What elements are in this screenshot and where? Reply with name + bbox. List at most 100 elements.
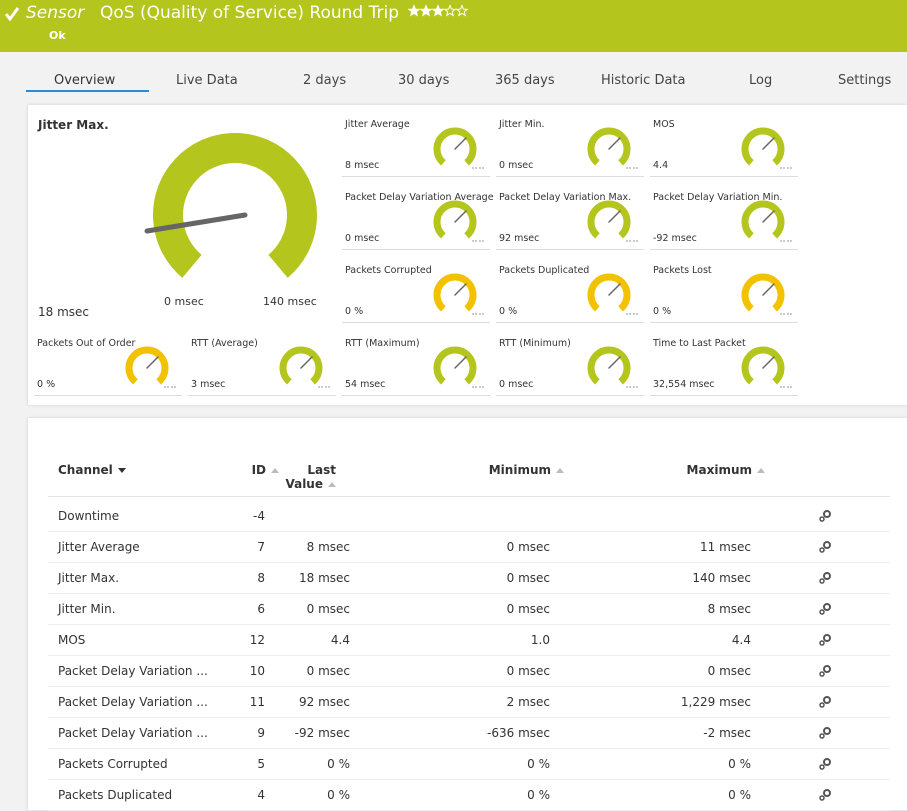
star [408, 4, 421, 17]
tab[interactable]: Settings [838, 73, 892, 88]
row-divider [48, 655, 890, 656]
table-divider [48, 496, 890, 497]
gauge-needle [300, 356, 313, 369]
column-header[interactable]: Maximum [687, 463, 765, 477]
star [455, 4, 469, 17]
gauge-min: 0 msec [164, 295, 204, 308]
column-header[interactable]: Minimum [489, 463, 564, 477]
row-divider [48, 748, 890, 749]
cell-divider [650, 322, 798, 323]
cell: 6 [257, 602, 265, 616]
channel-settings-icon[interactable] [818, 603, 832, 615]
channel-name[interactable]: Packet Delay Variation ... [58, 664, 208, 678]
sort-icon[interactable] [271, 468, 279, 473]
gear [819, 578, 825, 584]
gauge-value: 18 msec [38, 305, 90, 319]
gauge-needle [762, 137, 775, 150]
cell: 4.4 [330, 633, 350, 647]
channel-name[interactable]: Packets Corrupted [58, 757, 168, 771]
channel-settings-icon[interactable] [818, 727, 832, 739]
sort-icon[interactable] [556, 468, 564, 473]
gear [819, 795, 825, 801]
channel-name[interactable]: Jitter Max. [58, 571, 120, 585]
gear [823, 541, 831, 549]
gauge [144, 133, 317, 278]
tab[interactable]: 30 days [398, 73, 450, 88]
cell-divider [650, 176, 798, 177]
sort-icon[interactable] [328, 482, 336, 487]
gauge-label: Packets Lost [653, 265, 712, 276]
tab[interactable]: 2 days [303, 73, 347, 88]
channel-settings-icon[interactable] [818, 541, 832, 553]
channel-settings-icon[interactable] [818, 665, 832, 677]
tab[interactable]: Overview [54, 73, 116, 88]
cell-divider [496, 395, 644, 396]
priority-stars[interactable] [408, 4, 472, 18]
channel-settings-icon[interactable] [818, 696, 832, 708]
gear [819, 764, 825, 770]
gauge-label: RTT (Average) [191, 338, 258, 349]
gauge-arc [153, 133, 317, 278]
gauge-label: Jitter Max. [38, 118, 109, 132]
cell-divider [650, 395, 798, 396]
channel-settings-icon[interactable] [818, 510, 832, 522]
cell: 0 % [728, 788, 751, 802]
gear [823, 603, 831, 611]
cell: 8 [257, 571, 265, 585]
row-divider [48, 593, 890, 594]
channel-settings-icon[interactable] [818, 572, 832, 584]
column-header[interactable]: Last Value [285, 463, 336, 491]
channel-settings-icon[interactable] [818, 758, 832, 770]
row-divider [48, 562, 890, 563]
column-header[interactable]: ID [252, 463, 279, 477]
gauge-needle [608, 137, 621, 150]
cell: -636 msec [487, 726, 550, 740]
sensor-label: Sensor [26, 3, 85, 23]
cell: 1.0 [530, 633, 550, 647]
cell-divider [496, 176, 644, 177]
column-header[interactable]: Channel [58, 463, 126, 477]
gear [823, 572, 831, 580]
channel-name[interactable]: Jitter Average [58, 540, 140, 554]
channel-settings-icon[interactable] [818, 634, 832, 646]
sort-icon[interactable] [117, 468, 126, 473]
tab[interactable]: Live Data [176, 73, 238, 88]
cell-divider [342, 395, 490, 396]
channel-name[interactable]: Packet Delay Variation ... [58, 695, 208, 709]
gear [823, 727, 831, 735]
gauge-arc [587, 273, 631, 312]
tab[interactable]: Log [749, 73, 773, 88]
tab[interactable]: Historic Data [601, 73, 686, 88]
channel-name[interactable]: Downtime [58, 509, 120, 523]
gauge-value: 0 % [499, 306, 518, 317]
gauge [125, 346, 169, 385]
status: Ok [49, 29, 66, 42]
cell-tools [318, 386, 330, 393]
star [419, 4, 433, 17]
channel-name[interactable]: Jitter Min. [58, 602, 116, 616]
cell: 0 % [527, 757, 550, 771]
cell: 0 msec [707, 664, 751, 678]
cell-tools [626, 240, 638, 247]
gauge-label: Packets Out of Order [37, 338, 136, 349]
gear [823, 758, 831, 766]
row-divider [48, 717, 890, 718]
gauge-value: 0 % [37, 379, 56, 390]
cell: 0 % [527, 788, 550, 802]
cell: 0 msec [506, 602, 550, 616]
channel-name[interactable]: MOS [58, 633, 86, 647]
gauge-needle [608, 210, 621, 223]
cell-tools [472, 167, 484, 174]
gauge [433, 346, 477, 385]
channel-name[interactable]: Packets Duplicated [58, 788, 173, 802]
tab[interactable]: 365 days [495, 73, 555, 88]
channel-name[interactable]: Packet Delay Variation ... [58, 726, 208, 740]
gear [819, 609, 825, 615]
cell: 2 msec [506, 695, 550, 709]
cell: -2 msec [703, 726, 751, 740]
sort-icon[interactable] [757, 468, 765, 473]
cell-divider [650, 249, 798, 250]
cell: 11 [249, 695, 265, 709]
channel-settings-icon[interactable] [818, 789, 832, 801]
cell-tools [164, 386, 176, 393]
